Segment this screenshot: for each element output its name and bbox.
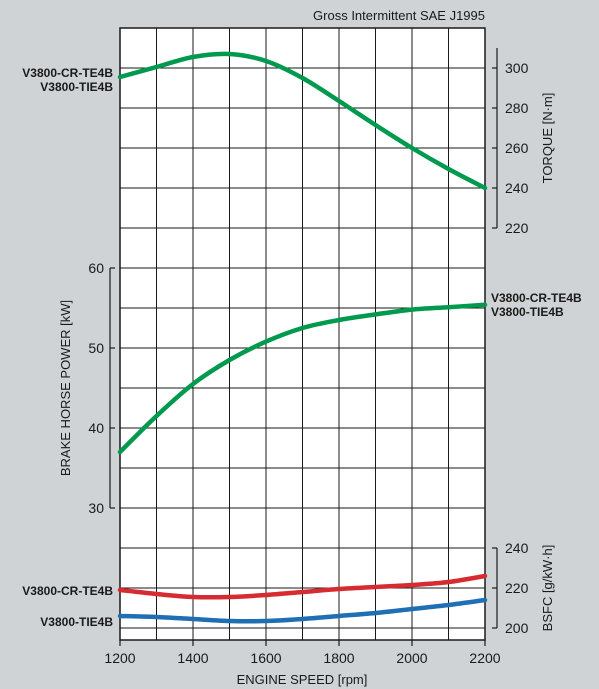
power-axis-title: BRAKE HORSE POWER [kW] (58, 300, 73, 476)
torque-y-tick-label: 300 (505, 60, 529, 76)
axes: 1200 1400 1600 1800 2000 2200 220 240 260 280 300 T… (58, 48, 555, 666)
torque-curve-label: V3800-TIE4B (40, 80, 113, 94)
x-tick-label: 1800 (323, 650, 354, 666)
bsfc-axis-title: BSFC [g/kW·h] (540, 545, 555, 632)
power-curve-0 (117, 302, 488, 455)
bsfc-curve-0 (117, 573, 488, 600)
torque-curve-label: V3800-CR-TE4B (22, 66, 113, 80)
labels: Gross Intermittent SAE J1995 ENGINE SPEE… (22, 8, 582, 687)
torque-curve-0 (117, 51, 488, 191)
torque-axis-title: TORQUE [N·m] (540, 93, 555, 184)
bsfc-y-tick-label: 240 (505, 540, 529, 556)
bsfc-curve-1 (117, 597, 488, 624)
power-y-tick-label: 30 (88, 500, 104, 516)
torque-y-tick-label: 280 (505, 100, 529, 116)
x-tick-label: 1600 (250, 650, 281, 666)
bsfc-series-label: V3800-CR-TE4B (22, 584, 113, 598)
grid (120, 28, 485, 640)
x-tick-label: 2000 (396, 650, 427, 666)
torque-y-tick-label: 220 (505, 220, 529, 236)
bsfc-y-tick-label: 220 (505, 580, 529, 596)
bsfc-series-label: V3800-TIE4B (40, 615, 113, 629)
chart-note: Gross Intermittent SAE J1995 (313, 8, 485, 23)
power-curve-label: V3800-CR-TE4B (491, 291, 582, 305)
power-y-tick-label: 60 (88, 260, 104, 276)
x-tick-label: 2200 (469, 650, 500, 666)
x-tick-label: 1200 (104, 650, 135, 666)
power-y-tick-label: 50 (88, 340, 104, 356)
power-y-tick-label: 40 (88, 420, 104, 436)
curves (117, 51, 488, 624)
torque-y-tick-label: 260 (505, 140, 529, 156)
x-axis-label: ENGINE SPEED [rpm] (237, 672, 368, 687)
bsfc-y-tick-label: 200 (505, 620, 529, 636)
x-tick-label: 1400 (177, 650, 208, 666)
torque-y-tick-label: 240 (505, 180, 529, 196)
power-curve-label: V3800-TIE4B (491, 305, 564, 319)
